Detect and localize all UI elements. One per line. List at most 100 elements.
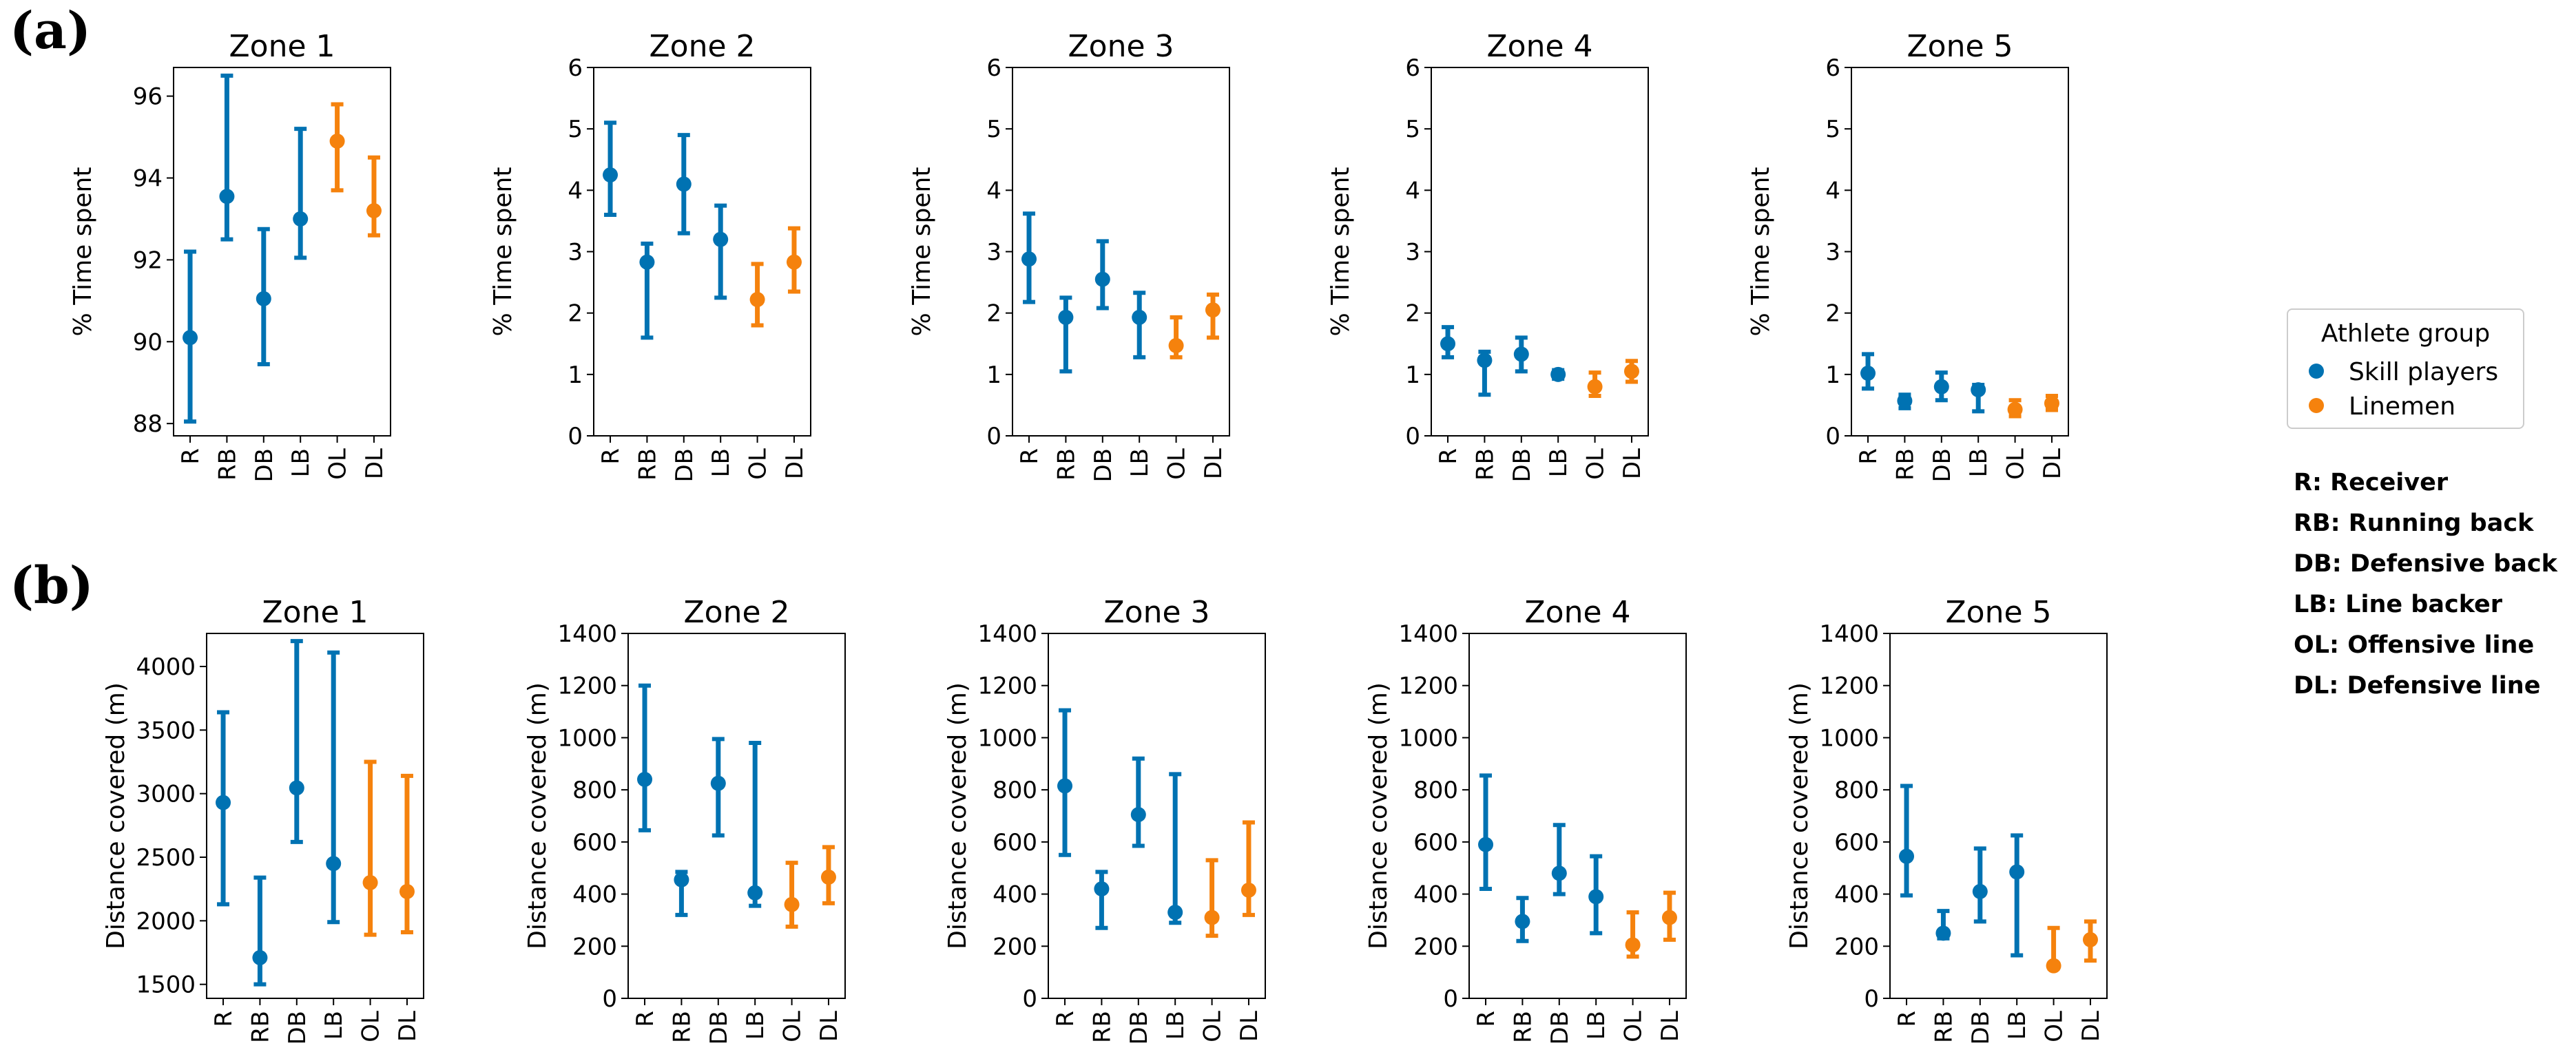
y-tick-label: 3000: [136, 781, 196, 808]
x-tick-label: DL: [361, 448, 388, 479]
data-point: [329, 134, 345, 149]
data-point: [1972, 883, 1988, 899]
abbreviation-item: OL: Offensive line: [2294, 631, 2535, 659]
x-tick-label: LB: [320, 1011, 348, 1040]
y-tick-label: 0: [986, 423, 1001, 450]
data-point: [1588, 889, 1604, 905]
y-tick-label: 1400: [1819, 620, 1879, 648]
chart-4: Zone 4 % Time spent 0 1 2 3 4 5 6 R RB DB LB OL DL: [1327, 29, 1649, 483]
chart-5: Zone 5 % Time spent 0 1 2 3 4 5 6 R RB DB LB OL DL: [1747, 29, 2069, 483]
x-tick-label: RB: [1509, 1011, 1537, 1043]
y-tick-label: 3: [1405, 239, 1420, 266]
x-tick-label: DB: [1929, 448, 1956, 483]
y-tick-label: 5: [568, 116, 583, 143]
legend: Athlete group Skill players Linemen: [2287, 308, 2524, 429]
y-axis-label: Distance covered (m): [1364, 682, 1393, 949]
data-point: [1440, 336, 1456, 352]
x-tick-label: RB: [1471, 448, 1499, 481]
y-tick-label: 3500: [136, 717, 196, 744]
y-tick-label: 0: [1864, 985, 1879, 1013]
y-tick-label: 1200: [1819, 673, 1879, 700]
y-tick-label: 6: [1825, 54, 1840, 82]
data-point: [676, 176, 692, 192]
data-point: [1130, 807, 1146, 823]
data-point: [639, 254, 655, 270]
y-tick-label: 2: [1825, 300, 1840, 328]
x-tick-label: OL: [1582, 448, 1610, 480]
data-point: [1094, 881, 1110, 896]
legend-title: Athlete group: [2320, 319, 2491, 348]
data-point: [1477, 353, 1493, 368]
y-tick-label: 800: [1834, 777, 1879, 804]
y-tick-label: 1: [986, 361, 1001, 389]
data-point: [747, 885, 763, 901]
x-tick-label: R: [597, 448, 625, 465]
x-tick-label: RB: [634, 448, 661, 481]
chart-6: Zone 1 Distance covered (m)1500 2000 2500 30…: [102, 595, 424, 1045]
y-tick-label: 2000: [136, 907, 196, 935]
legend-label-linemen: Linemen: [2349, 392, 2456, 421]
data-point: [219, 189, 235, 204]
data-point: [1478, 837, 1494, 852]
chart-title: Zone 2: [650, 29, 756, 64]
x-tick-label: RB: [247, 1011, 274, 1043]
data-point: [1132, 309, 1147, 325]
legend-label-skill-players: Skill players: [2349, 358, 2499, 386]
data-point: [326, 856, 342, 872]
data-point: [1661, 910, 1677, 925]
chart-title: Zone 4: [1487, 29, 1593, 64]
y-tick-label: 2: [1405, 300, 1420, 328]
y-tick-label: 88: [133, 410, 163, 438]
x-tick-label: R: [632, 1011, 659, 1027]
data-point: [784, 896, 800, 912]
chart-title: Zone 3: [1068, 29, 1174, 64]
x-tick-label: DL: [2039, 448, 2066, 479]
data-point: [1897, 393, 1913, 409]
x-tick-label: RB: [1930, 1011, 1957, 1043]
y-tick-label: 5: [1825, 116, 1840, 143]
y-tick-label: 1200: [1398, 673, 1458, 700]
data-point: [1971, 382, 1986, 398]
data-point: [603, 167, 619, 183]
x-tick-label: DB: [1508, 448, 1536, 483]
data-point: [2007, 401, 2023, 417]
x-tick-label: DB: [1967, 1011, 1995, 1045]
legend-marker-linemen: [2309, 398, 2324, 413]
y-tick-label: 1200: [977, 673, 1037, 700]
x-tick-label: LB: [287, 448, 315, 477]
y-tick-label: 600: [1834, 829, 1879, 857]
y-tick-label: 200: [1413, 933, 1458, 960]
x-tick-label: LB: [742, 1011, 769, 1040]
y-tick-label: 600: [993, 829, 1037, 857]
y-tick-label: 200: [572, 933, 617, 960]
y-tick-label: 200: [1834, 933, 1879, 960]
y-tick-label: 1: [568, 361, 583, 389]
data-point: [1058, 309, 1074, 325]
x-tick-label: LB: [2004, 1011, 2031, 1040]
data-point: [2082, 932, 2098, 947]
y-tick-label: 4: [986, 177, 1001, 204]
x-tick-label: OL: [1620, 1011, 1648, 1042]
chart-title: Zone 3: [1104, 595, 1210, 630]
data-point: [1240, 882, 1256, 898]
data-point: [674, 872, 689, 887]
y-tick-label: 4000: [136, 653, 196, 681]
data-point: [1515, 914, 1530, 929]
data-point: [1021, 251, 1037, 267]
data-point: [1623, 364, 1639, 379]
y-tick-label: 3: [1825, 239, 1840, 266]
y-tick-label: 0: [1022, 985, 1037, 1013]
y-tick-label: 800: [1413, 777, 1458, 804]
abbreviation-list: R: Receiver RB: Running back DB: Defensi…: [2294, 463, 2557, 706]
plot-frame: [627, 633, 846, 999]
y-tick-label: 94: [133, 165, 163, 193]
y-tick-label: 4: [1825, 177, 1840, 204]
x-tick-label: OL: [357, 1011, 385, 1042]
data-point: [399, 883, 415, 899]
x-tick-label: OL: [1199, 1011, 1227, 1042]
x-tick-label: RB: [1891, 448, 1919, 481]
y-tick-label: 96: [133, 83, 163, 111]
y-axis-label: % Time spent: [1747, 167, 1775, 337]
